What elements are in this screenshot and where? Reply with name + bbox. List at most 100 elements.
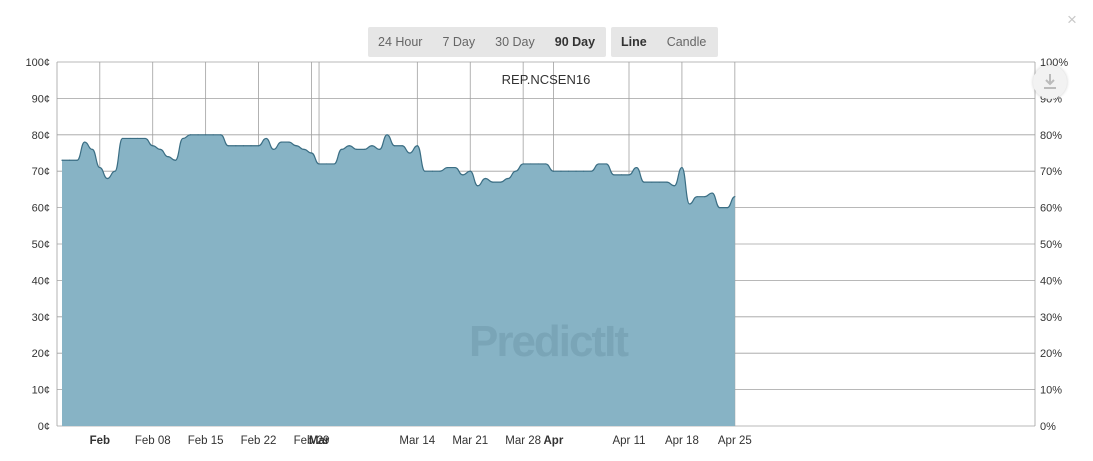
data-point — [303, 148, 305, 150]
data-point — [250, 145, 252, 147]
data-point — [620, 174, 623, 176]
y-tick-label-left: 80¢ — [32, 130, 50, 142]
data-point — [454, 166, 456, 169]
data-point — [651, 181, 653, 183]
data-point — [227, 145, 229, 147]
y-tick-label-right: 30% — [1040, 312, 1062, 324]
data-point — [590, 170, 592, 172]
data-point — [333, 163, 335, 165]
data-point — [394, 145, 396, 147]
x-tick-label: Feb 29 — [294, 435, 330, 447]
data-point — [719, 207, 721, 209]
data-point — [613, 174, 615, 176]
y-tick-label-right: 70% — [1040, 166, 1062, 178]
data-point — [643, 181, 645, 183]
x-tick-label: Mar 14 — [399, 435, 435, 447]
data-point — [182, 137, 184, 140]
data-point — [530, 163, 532, 165]
data-point — [318, 163, 320, 165]
y-tick-label-left: 30¢ — [32, 312, 50, 324]
data-point — [446, 166, 449, 169]
data-point — [507, 177, 509, 180]
close-icon[interactable]: × — [1067, 10, 1077, 29]
data-point — [628, 174, 630, 176]
data-point — [416, 145, 418, 147]
data-point — [711, 192, 713, 194]
data-point — [288, 141, 290, 143]
data-point — [348, 145, 350, 147]
data-point — [61, 159, 63, 161]
data-point — [386, 134, 388, 136]
data-point — [167, 156, 169, 158]
data-point — [174, 159, 176, 161]
y-tick-label-right: 60% — [1040, 203, 1062, 215]
data-point — [152, 145, 154, 147]
download-button[interactable] — [1033, 65, 1067, 99]
data-point — [545, 163, 547, 165]
range-90-day-button[interactable]: 90 Day — [554, 35, 596, 49]
time-range-selector: 24 Hour 7 Day 30 Day 90 Day — [368, 27, 606, 57]
x-tick-label: Mar 28 — [505, 435, 541, 447]
data-point — [439, 170, 441, 172]
data-point — [84, 141, 86, 143]
data-point — [484, 177, 486, 180]
data-point — [273, 148, 275, 150]
data-point — [205, 134, 207, 136]
y-tick-label-left: 10¢ — [32, 385, 50, 397]
data-point — [235, 145, 237, 147]
data-point — [189, 134, 192, 136]
data-point — [598, 163, 600, 165]
y-tick-label-right: 0% — [1040, 421, 1056, 433]
data-point — [605, 163, 607, 165]
y-tick-label-left: 40¢ — [32, 275, 50, 287]
data-point — [688, 203, 691, 205]
x-tick-label: Apr 11 — [612, 435, 645, 447]
data-point — [129, 137, 131, 140]
x-tick-label: Apr 18 — [665, 435, 699, 447]
y-tick-label-left: 70¢ — [32, 166, 50, 178]
y-tick-label-right: 20% — [1040, 348, 1062, 360]
series-area — [62, 134, 735, 427]
y-tick-label-left: 50¢ — [32, 239, 50, 251]
data-point — [106, 177, 108, 180]
data-point — [197, 134, 199, 136]
y-tick-label-right: 80% — [1040, 130, 1062, 142]
data-point — [220, 134, 222, 136]
data-point — [68, 159, 71, 161]
data-point — [159, 148, 161, 150]
x-tick-label: Apr 25 — [718, 435, 752, 447]
data-point — [537, 163, 539, 165]
range-30-day-button[interactable]: 30 Day — [495, 35, 535, 49]
chart-type-selector: Line Candle — [611, 27, 718, 57]
data-point — [469, 170, 471, 172]
chart-type-line-button[interactable]: Line — [621, 35, 647, 49]
y-tick-label-right: 10% — [1040, 385, 1062, 397]
data-point — [144, 137, 146, 140]
y-tick-label-left: 20¢ — [32, 348, 50, 360]
range-7-day-button[interactable]: 7 Day — [442, 35, 476, 49]
data-point — [401, 145, 403, 147]
chart-type-candle-button[interactable]: Candle — [666, 35, 707, 49]
x-tick-label: Feb — [90, 435, 110, 447]
x-tick-label: Mar 21 — [452, 435, 488, 447]
chart-title: REP.NCSEN16 — [502, 72, 591, 87]
data-point — [515, 170, 517, 172]
data-point — [477, 185, 479, 187]
data-point — [114, 170, 116, 172]
data-point — [265, 137, 267, 140]
data-point — [212, 134, 214, 136]
x-tick-label: Apr — [543, 435, 563, 447]
range-24-hour-button[interactable]: 24 Hour — [378, 35, 423, 49]
data-point — [522, 163, 524, 165]
data-point — [99, 166, 101, 169]
data-point — [726, 207, 728, 209]
data-point — [371, 145, 373, 147]
y-tick-label-left: 100¢ — [26, 57, 50, 69]
data-point — [462, 174, 464, 176]
data-point — [681, 166, 683, 169]
data-point — [552, 170, 555, 172]
x-tick-label: Mar — [309, 435, 330, 447]
data-point — [673, 185, 675, 187]
data-point — [326, 163, 328, 165]
